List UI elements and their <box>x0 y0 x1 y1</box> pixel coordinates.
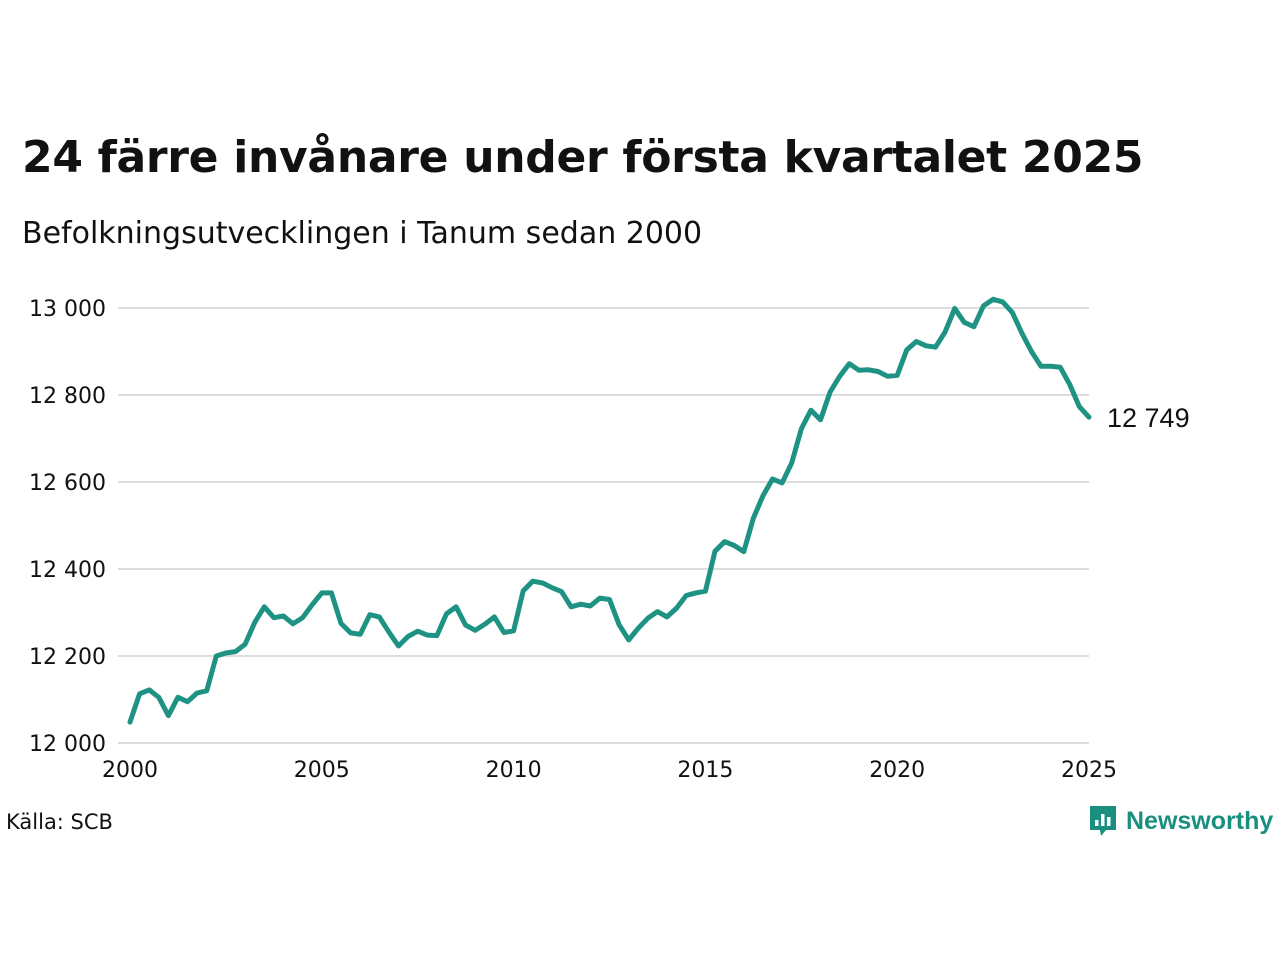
x-tick-label: 2010 <box>486 758 542 783</box>
y-axis-ticks: 12 000 12 200 12 400 12 600 12 800 13 000 <box>29 297 106 757</box>
grid-lines <box>118 307 1089 744</box>
newsworthy-logo-text: Newsworthy <box>1126 806 1274 835</box>
x-tick-label: 2000 <box>102 758 158 783</box>
y-tick-label: 12 600 <box>29 471 106 496</box>
series-group <box>127 296 1092 725</box>
x-axis-ticks: 2000 2005 2010 2015 2020 2025 <box>102 758 1117 783</box>
x-tick-label: 2020 <box>869 758 925 783</box>
end-label-group: 12 749 <box>1107 403 1190 433</box>
end-value-label: 12 749 <box>1107 403 1190 433</box>
x-tick-label: 2015 <box>677 758 733 783</box>
newsworthy-logo: Newsworthy <box>1088 804 1273 838</box>
newsworthy-logo-icon <box>1090 806 1116 836</box>
y-tick-label: 12 400 <box>29 558 106 583</box>
y-tick-label: 12 800 <box>29 384 106 409</box>
chart-subtitle: Befolkningsutvecklingen i Tanum sedan 20… <box>22 216 703 251</box>
x-tick-label: 2005 <box>294 758 350 783</box>
series-line <box>127 296 1092 725</box>
x-tick-label: 2025 <box>1061 758 1117 783</box>
y-tick-label: 12 200 <box>29 645 106 670</box>
chart-title: 24 färre invånare under första kvartalet… <box>22 132 1144 183</box>
y-tick-label: 12 000 <box>29 732 106 757</box>
y-tick-label: 13 000 <box>29 297 106 322</box>
source-note: Källa: SCB <box>6 810 113 834</box>
